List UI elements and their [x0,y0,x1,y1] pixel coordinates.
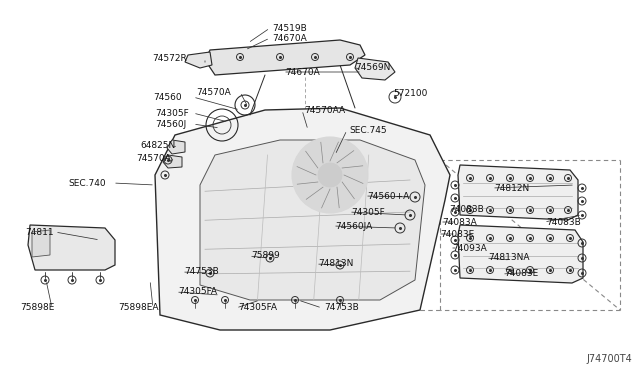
Circle shape [292,137,368,213]
Text: 74670A: 74670A [285,67,320,77]
Text: J74700T4: J74700T4 [586,354,632,364]
Text: 74812N: 74812N [494,183,529,192]
Polygon shape [185,52,212,68]
Polygon shape [205,40,365,75]
Text: 74753B: 74753B [184,267,219,276]
Text: 74083A: 74083A [442,218,477,227]
Text: 74083B: 74083B [449,205,484,214]
Text: 74305F: 74305F [351,208,385,217]
Text: 74519B: 74519B [272,23,307,32]
Text: 74753B: 74753B [324,304,359,312]
Text: 75898EA: 75898EA [118,304,159,312]
Polygon shape [167,140,185,154]
Text: 74560JA: 74560JA [335,221,372,231]
Text: 74560+A: 74560+A [367,192,409,201]
Text: 74560J: 74560J [155,119,186,128]
Text: 74570A: 74570A [136,154,171,163]
Polygon shape [355,58,395,80]
Text: 74813NA: 74813NA [488,253,529,263]
Text: 64825N: 64825N [140,141,175,150]
Text: 74570A: 74570A [196,87,231,96]
Text: 74670A: 74670A [272,33,307,42]
Text: 74570AA: 74570AA [304,106,345,115]
Polygon shape [32,230,50,257]
Text: 572100: 572100 [393,89,428,97]
Polygon shape [163,155,182,168]
Text: 74305F: 74305F [155,109,189,118]
Text: 74572R: 74572R [152,54,187,62]
Polygon shape [155,108,450,330]
Text: SEC.740: SEC.740 [68,179,106,187]
Text: SEC.745: SEC.745 [349,125,387,135]
Text: 74811: 74811 [25,228,54,237]
Polygon shape [458,165,578,220]
Polygon shape [458,225,583,283]
Text: 74083E: 74083E [440,230,474,238]
Text: 74083B: 74083B [546,218,580,227]
Polygon shape [200,140,425,300]
Text: 75898E: 75898E [20,304,54,312]
Text: 74569N: 74569N [355,62,390,71]
Text: 74083E: 74083E [504,269,538,279]
Text: 74813N: 74813N [318,260,353,269]
Circle shape [318,163,342,187]
Text: 74560: 74560 [153,93,182,102]
Polygon shape [28,225,115,270]
Text: 74305FA: 74305FA [238,304,277,312]
Text: 75899: 75899 [251,251,280,260]
Text: 74093A: 74093A [452,244,487,253]
Text: 74305FA: 74305FA [178,288,217,296]
